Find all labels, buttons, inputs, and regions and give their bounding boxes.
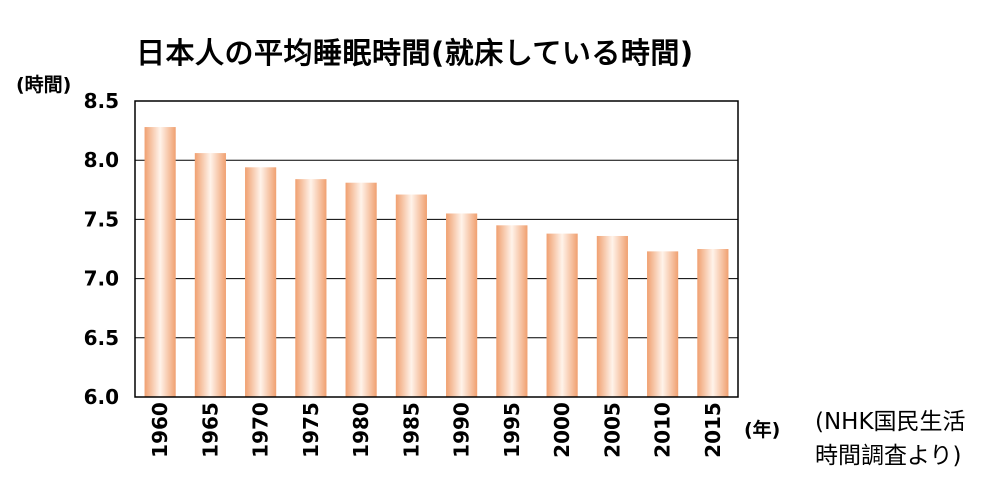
bar-1970	[245, 167, 277, 397]
bar-2000	[546, 233, 578, 397]
bar-2005	[596, 235, 628, 397]
x-tick-label: 2010	[651, 402, 675, 458]
x-tick-label: 2005	[600, 402, 624, 458]
chart-title: 日本人の平均睡眠時間(就床している時間)	[136, 36, 694, 70]
bar-2010	[647, 251, 679, 397]
source-note: (NHK国民生活 時間調査より)	[815, 405, 966, 473]
bar-2015	[697, 249, 729, 397]
x-tick-label: 1965	[198, 402, 222, 458]
x-axis-unit-label: (年)	[744, 419, 781, 441]
x-tick-label: 2015	[701, 402, 725, 458]
source-note-line-2: 時間調査より)	[815, 443, 962, 469]
x-tick-label: 1985	[399, 402, 423, 458]
plot-border	[134, 100, 739, 398]
x-tick-label: 1975	[299, 402, 323, 458]
y-tick-label: 7.0	[84, 267, 119, 291]
x-tick-label: 1980	[349, 402, 373, 458]
source-note-line-1: (NHK国民生活	[815, 409, 966, 435]
y-axis-unit-label: (時間)	[16, 74, 72, 96]
x-tick-label: 1990	[450, 402, 474, 458]
y-tick-label: 8.0	[84, 148, 119, 172]
y-tick-labels: 6.0 6.5 7.0 7.5 8.0 8.5	[84, 89, 119, 409]
bar-1960	[144, 127, 176, 397]
bar-1965	[194, 153, 226, 397]
y-tick-label: 7.5	[84, 207, 119, 231]
bar-1995	[496, 225, 528, 397]
bars	[144, 127, 729, 397]
y-tick-label: 6.5	[84, 326, 119, 350]
bar-1985	[395, 194, 427, 397]
y-tick-label: 8.5	[84, 89, 119, 113]
x-tick-labels: 1960 1965 1970 1975 1980 1985 1990 1995 2000 2005…	[148, 402, 725, 458]
x-tick-label: 1970	[249, 402, 273, 458]
x-tick-label: 1995	[500, 402, 524, 458]
bar-1980	[345, 182, 377, 397]
x-tick-label: 2000	[550, 402, 574, 458]
x-tick-label: 1960	[148, 402, 172, 458]
bar-1975	[295, 179, 327, 397]
y-tick-label: 6.0	[84, 385, 119, 409]
plot-frame	[134, 100, 739, 398]
bar-1990	[446, 213, 478, 397]
